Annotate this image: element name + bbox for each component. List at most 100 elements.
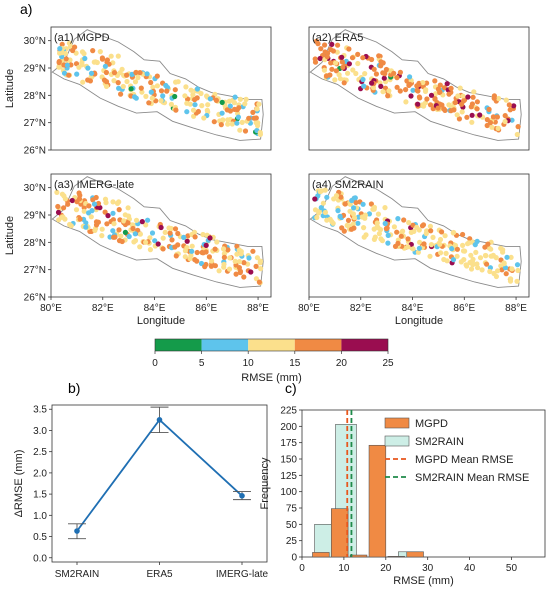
- station-point-10-15: [92, 227, 98, 233]
- station-point-15-20: [360, 55, 366, 61]
- station-point-15-20: [439, 102, 445, 108]
- station-point-20-25: [158, 224, 164, 231]
- station-point-20-25: [408, 93, 414, 99]
- station-point-15-20: [420, 222, 427, 228]
- station-point-10-15: [94, 59, 100, 66]
- station-point-10-15: [362, 215, 368, 221]
- station-point-15-20: [250, 109, 256, 115]
- station-point-15-20: [250, 248, 256, 254]
- station-point-10-15: [330, 220, 336, 226]
- station-point-5-10: [219, 110, 225, 116]
- legend-swatch-mgpd: [384, 417, 410, 429]
- map-panel-sm2rain: (a4) SM2RAIN 80°E 82°E 84°E 86°E 88°E Longitud…: [298, 173, 530, 327]
- station-point-15-20: [486, 106, 492, 112]
- station-point-15-20: [421, 241, 427, 247]
- station-point-15-20: [335, 42, 341, 48]
- station-point-15-20: [427, 102, 434, 108]
- station-point-20-25: [369, 80, 375, 86]
- station-point-10-15: [417, 239, 423, 245]
- station-point-5-10: [509, 117, 515, 123]
- data-point: [239, 493, 245, 499]
- station-point-10-15: [117, 70, 123, 76]
- station-point-15-20: [312, 56, 318, 62]
- station-point-10-15: [256, 101, 262, 107]
- panel-label-c: c): [285, 380, 297, 396]
- legend-label: SM2RAIN Mean RMSE: [415, 472, 529, 484]
- station-point-20-25: [444, 81, 450, 87]
- station-point-5-10: [514, 262, 521, 268]
- y-tick-label: 50: [286, 520, 298, 531]
- station-point-5-10: [361, 83, 367, 89]
- station-point-15-20: [116, 238, 123, 244]
- station-point-10-15: [468, 252, 474, 258]
- colorbar-label: RMSE (mm): [241, 372, 302, 384]
- station-point-15-20: [345, 217, 352, 223]
- station-point-10-15: [405, 244, 411, 250]
- station-point-10-15: [54, 189, 60, 195]
- station-point-15-20: [70, 47, 76, 54]
- station-point-5-10: [145, 217, 151, 223]
- station-point-15-20: [424, 80, 430, 86]
- y-tick-label: 2.0: [33, 468, 47, 479]
- station-point-15-20: [212, 263, 218, 269]
- station-point-15-20: [329, 66, 335, 72]
- y-tick-label: 2.5: [33, 447, 47, 458]
- station-point-10-15: [382, 205, 388, 211]
- station-point-15-20: [342, 201, 348, 207]
- station-point-15-20: [246, 115, 252, 121]
- station-point-10-15: [110, 199, 116, 205]
- station-point-5-10: [416, 245, 422, 251]
- station-point-20-25: [465, 94, 471, 100]
- y-tick-label: 125: [280, 471, 297, 482]
- station-point-10-15: [258, 266, 264, 272]
- station-point-10-15: [66, 40, 72, 46]
- station-point-15-20: [95, 200, 102, 207]
- station-point-5-10: [349, 197, 355, 204]
- station-point-15-20: [116, 227, 122, 233]
- station-point-10-15: [459, 109, 465, 115]
- x-tick-label: 20: [380, 563, 392, 574]
- y-tick-label: 0.5: [33, 532, 47, 543]
- station-point-10-15: [137, 244, 143, 250]
- station-point-20-25: [105, 213, 111, 219]
- station-point-10-15: [68, 223, 74, 229]
- station-point-10-15: [242, 101, 248, 107]
- x-axis-label: Longitude: [137, 315, 185, 327]
- station-point-15-20: [490, 114, 496, 120]
- station-point-15-20: [251, 115, 257, 121]
- station-point-15-20: [76, 196, 83, 202]
- station-point-10-15: [428, 242, 434, 248]
- station-point-10-15: [116, 199, 122, 205]
- station-point-15-20: [404, 78, 410, 84]
- station-point-10-15: [391, 224, 397, 230]
- station-point-15-20: [474, 99, 480, 105]
- station-point-20-25: [329, 41, 335, 47]
- station-point-0-5: [128, 86, 134, 92]
- station-point-10-15: [201, 115, 207, 121]
- station-point-15-20: [446, 91, 452, 97]
- station-point-10-15: [226, 266, 233, 272]
- station-point-10-15: [150, 84, 156, 90]
- station-point-15-20: [118, 91, 124, 97]
- station-point-15-20: [111, 234, 117, 240]
- station-point-15-20: [474, 106, 480, 112]
- y-tick-label: 25: [286, 536, 298, 547]
- station-point-10-15: [508, 254, 514, 260]
- station-point-15-20: [241, 260, 247, 266]
- station-point-15-20: [227, 108, 233, 114]
- station-point-10-15: [469, 259, 475, 265]
- station-point-10-15: [318, 188, 325, 194]
- station-point-10-15: [493, 273, 499, 280]
- colorbar-tick-label: 25: [382, 358, 394, 369]
- station-point-5-10: [74, 71, 80, 77]
- map-title: (a2) ERA5: [312, 32, 363, 44]
- station-point-15-20: [452, 99, 458, 106]
- station-point-10-15: [415, 249, 421, 255]
- station-point-10-15: [188, 87, 194, 93]
- x-tick-label: 40: [464, 563, 476, 574]
- station-point-10-15: [99, 233, 105, 239]
- station-point-20-25: [428, 92, 435, 98]
- station-point-5-10: [207, 96, 213, 102]
- station-point-10-15: [337, 76, 343, 82]
- station-point-10-15: [451, 229, 457, 236]
